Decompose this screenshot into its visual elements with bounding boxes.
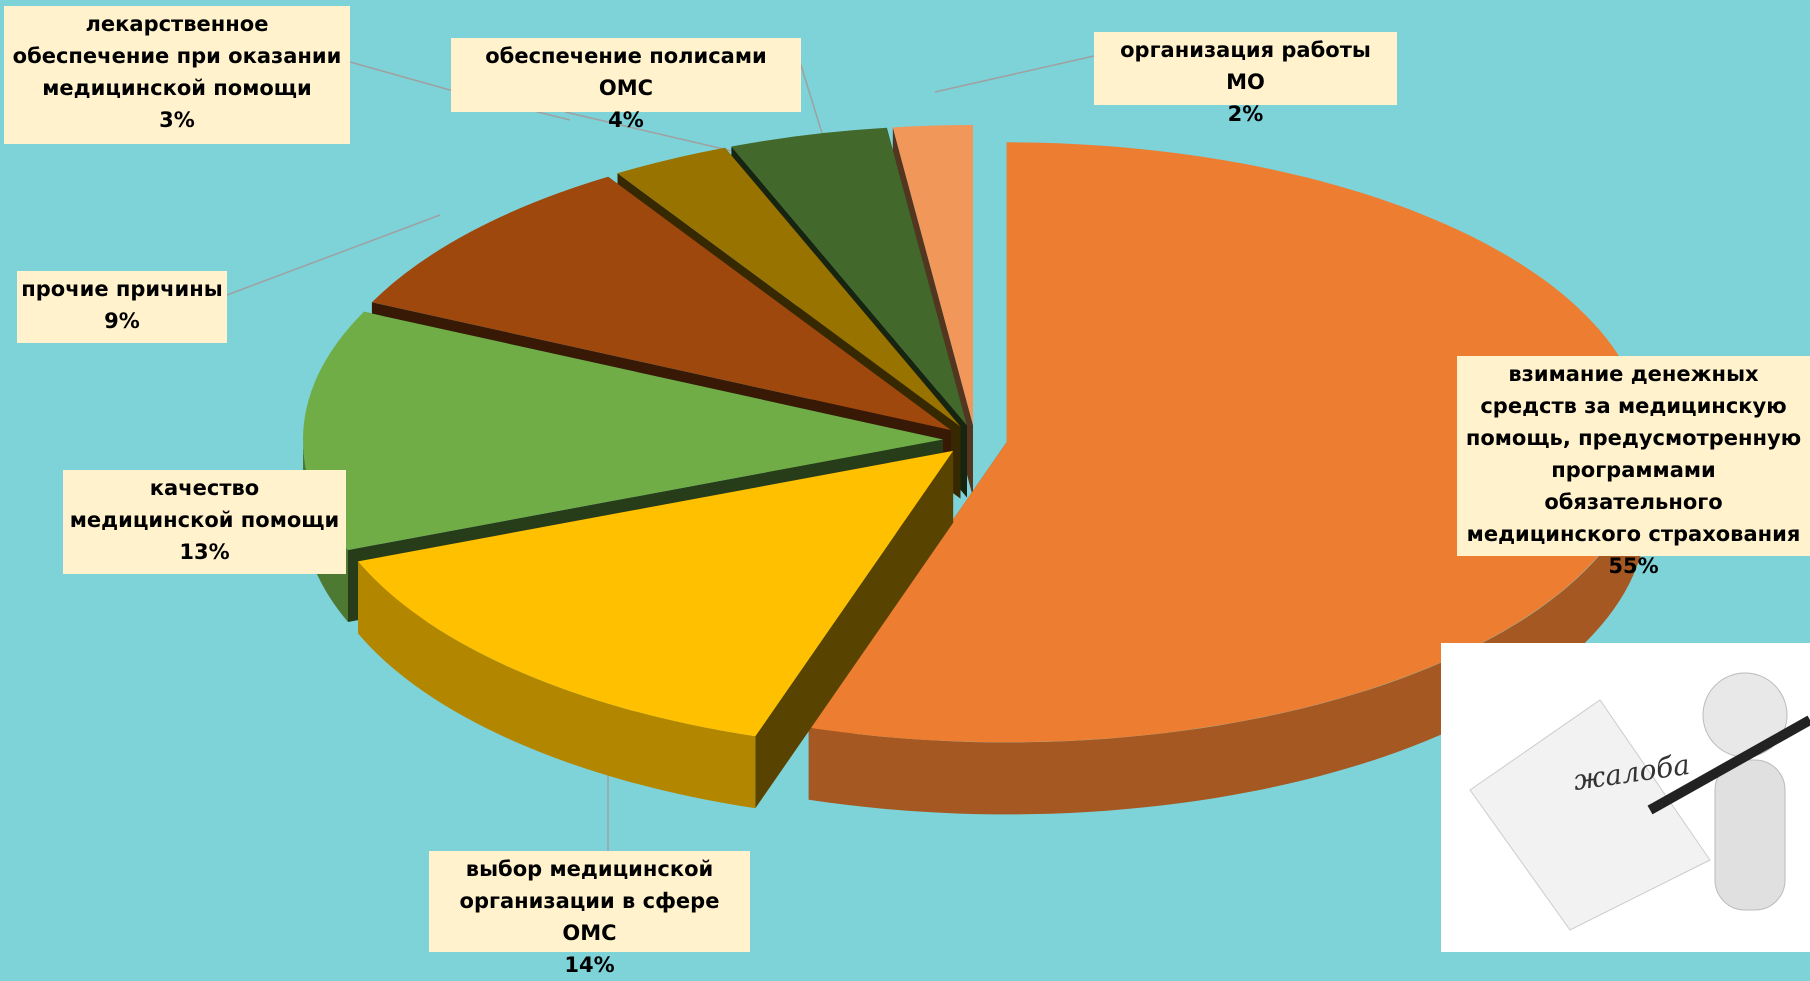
page: жалоба взимание денежных средств за меди… [4,6,1810,977]
data-label: качество медицинской помощи 13% [63,470,346,574]
slice-top [731,127,967,426]
slice-top [892,125,973,425]
data-label: прочие причины 9% [17,271,227,343]
category-label: качество медицинской помощи [69,476,340,532]
data-label: организация работы МО 2% [1094,32,1397,126]
figure-body [1714,759,1786,911]
category-label: организация работы МО [1120,38,1371,94]
slice [358,450,954,809]
slice-cut-face [755,450,954,809]
value-label: 55% [1608,554,1659,578]
value-label: 3% [159,108,195,132]
value-label: 4% [608,108,644,132]
value-label: 2% [1227,102,1264,126]
value-label: 13% [179,540,230,564]
leader-line [226,214,441,296]
category-label: лекарственное обеспечение при оказании м… [12,12,342,100]
value-label: 14% [564,953,615,977]
category-label: прочие причины [21,277,223,301]
pie [303,125,1647,815]
leader-line [934,55,1095,93]
data-label: лекарственное обеспечение при оказании м… [4,6,350,144]
data-label: взимание денежных средств за медицинскую… [1457,356,1810,578]
category-label: выбор медицинской организации в сфере ОМ… [459,857,720,945]
slice-top [808,142,1647,743]
slice-top [371,176,951,431]
data-label: выбор медицинской организации в сфере ОМ… [429,851,750,977]
paper [1469,699,1711,931]
chart: жалоба [226,55,1810,952]
data-label: обеспечение полисами ОМС 4% [451,38,801,132]
category-label: обеспечение полисами ОМС [485,44,767,100]
pen [1647,715,1810,815]
slice-top [303,311,944,550]
slice-side [358,561,756,809]
value-label: 9% [104,309,140,333]
category-label: взимание денежных средств за медицинскую… [1465,362,1802,546]
slice-top [617,147,961,427]
slice-top [358,450,954,737]
slice [808,142,1647,815]
slice-side [808,442,1647,815]
illustration: жалоба [1441,643,1810,952]
